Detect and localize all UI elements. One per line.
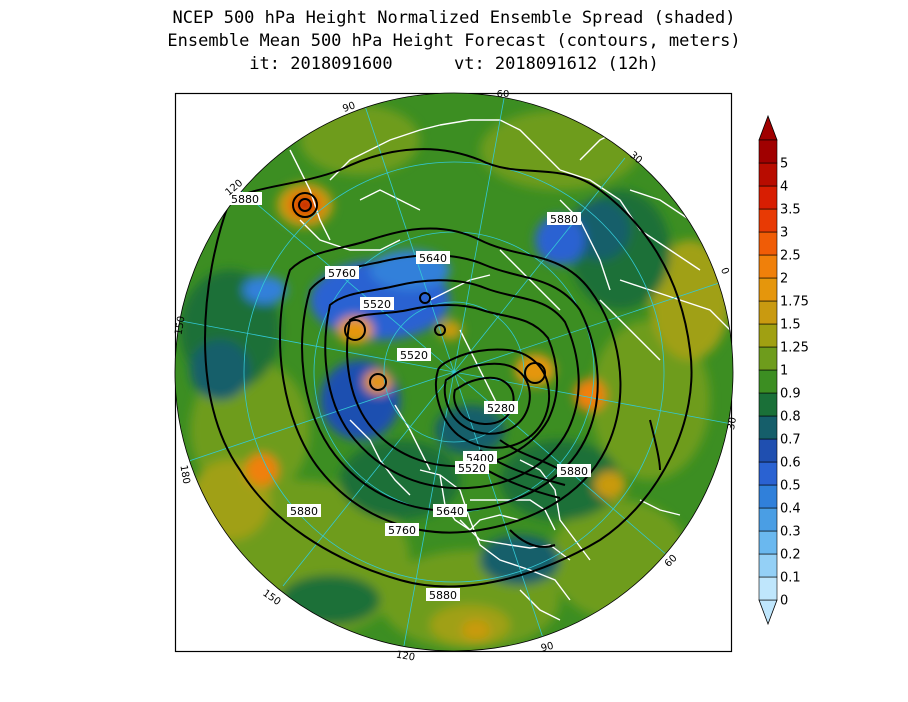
- colorbar-label: 3: [780, 226, 788, 241]
- contour-label-5640-s: 5640: [436, 505, 464, 518]
- colorbar-label: 3.5: [780, 203, 801, 218]
- colorbar-swatch: [758, 139, 778, 164]
- contour-label-5520-s: 5520: [458, 462, 486, 475]
- colorbar-label: 0.1: [780, 571, 801, 586]
- contour-label-box: [547, 212, 581, 225]
- colorbar-label: 1.25: [780, 341, 809, 356]
- contour-label-box: [484, 401, 518, 414]
- title-line-3: it: 2018091600 vt: 2018091612 (12h): [249, 54, 659, 74]
- colorbar-label: 0.6: [780, 456, 801, 471]
- colorbar-label: 0: [780, 594, 788, 609]
- contour-label-box: [360, 297, 394, 310]
- colorbar-label: 0.7: [780, 433, 801, 448]
- colorbar-swatch: [758, 438, 778, 463]
- colorbar-swatch: [758, 369, 778, 394]
- graticule: [175, 93, 733, 651]
- height-contours: [204, 148, 693, 588]
- contour-label-5880-nw: 5880: [231, 193, 259, 206]
- colorbar-label: 0.5: [780, 479, 801, 494]
- colorbar-label: 0.9: [780, 387, 801, 402]
- colorbar-swatch: [758, 254, 778, 279]
- colorbar-bottom-arrow: [758, 599, 778, 626]
- colorbar-label: 1.75: [780, 295, 809, 310]
- colorbar-swatch: [758, 162, 778, 187]
- lon-label: 120: [395, 649, 416, 663]
- contour-label-box: [433, 504, 467, 517]
- contour-label-box: [287, 504, 321, 517]
- lon-label: 60: [497, 89, 510, 100]
- title-line-2: Ensemble Mean 500 hPa Height Forecast (c…: [167, 31, 741, 51]
- colorbar-swatch: [758, 415, 778, 440]
- contour-label-5880-far-s: 5880: [429, 589, 457, 602]
- colorbar-label: 0.3: [780, 525, 801, 540]
- lon-label: 0: [718, 266, 731, 276]
- contour-label-5520-w: 5520: [363, 298, 391, 311]
- contour-label-box: [426, 588, 460, 601]
- colorbar-label: 2.5: [780, 249, 801, 264]
- colorbar-swatch: [758, 392, 778, 417]
- contour-label-5880-ne: 5880: [550, 213, 578, 226]
- colorbar-label: 0.8: [780, 410, 801, 425]
- colorbar-swatch: [758, 277, 778, 302]
- colorbar-swatch: [758, 323, 778, 348]
- projection-boundary: [174, 92, 734, 652]
- colorbar-label: 4: [780, 180, 788, 195]
- colorbar-swatch: [758, 553, 778, 578]
- colorbar-swatch: [758, 346, 778, 371]
- colorbar-top-arrow: [758, 114, 778, 141]
- colorbar-swatch: [758, 231, 778, 256]
- title-line-1: NCEP 500 hPa Height Normalized Ensemble …: [172, 8, 736, 28]
- contour-label-box: [455, 461, 489, 474]
- contour-label-5760-s: 5760: [388, 524, 416, 537]
- colorbar-swatch: [758, 507, 778, 532]
- contour-label-box: [325, 266, 359, 279]
- contour-label-group: 5880 5640 5760 5520 5880 5520 5280 5400 …: [228, 192, 591, 602]
- contour-label-5880-sw: 5880: [290, 505, 318, 518]
- contour-label-5280: 5280: [487, 402, 515, 415]
- colorbar-swatch: [758, 185, 778, 210]
- colorbar-swatch: [758, 208, 778, 233]
- contour-label-box: [228, 192, 262, 205]
- lon-label: 90: [540, 641, 555, 655]
- contour-label-5760-nw: 5760: [328, 267, 356, 280]
- colorbar-swatch: [758, 530, 778, 555]
- colorbar-swatch: [758, 300, 778, 325]
- colorbar: 0 0.1 0.2 0.3 0.4 0.5 0.6 0.7 0.8 0.9 1 1.25 1.5 1.75…: [758, 114, 809, 626]
- contour-label-box: [385, 523, 419, 536]
- contour-label-5640-n: 5640: [419, 252, 447, 265]
- contour-label-5880-e: 5880: [560, 465, 588, 478]
- contour-label-box: [463, 451, 497, 464]
- contour-label-5520-center: 5520: [400, 349, 428, 362]
- lon-label: 90: [341, 100, 357, 115]
- colorbar-label: 0.2: [780, 548, 801, 563]
- colorbar-label: 5: [780, 157, 788, 172]
- lon-label: 30: [726, 416, 739, 430]
- lon-label: 180: [177, 464, 191, 485]
- colorbar-label: 0.4: [780, 502, 801, 517]
- lon-label: 150: [173, 315, 187, 336]
- contour-label-box: [397, 348, 431, 361]
- colorbar-label: 1: [780, 364, 788, 379]
- colorbar-swatch: [758, 576, 778, 601]
- colorbar-label: 2: [780, 272, 788, 287]
- colorbar-swatch: [758, 461, 778, 486]
- contour-label-box: [557, 464, 591, 477]
- colorbar-swatch: [758, 484, 778, 509]
- colorbar-label: 1.5: [780, 318, 801, 333]
- contour-label-box: [416, 251, 450, 264]
